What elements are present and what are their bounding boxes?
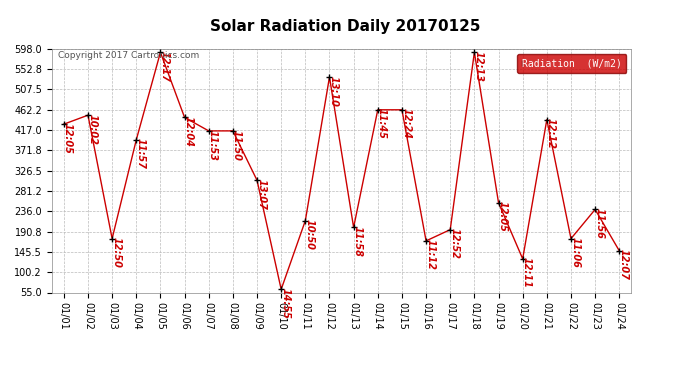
Text: 11:06: 11:06 bbox=[570, 237, 580, 268]
Text: Solar Radiation Daily 20170125: Solar Radiation Daily 20170125 bbox=[210, 19, 480, 34]
Text: 12:05: 12:05 bbox=[497, 201, 508, 232]
Text: 10:50: 10:50 bbox=[304, 219, 315, 250]
Text: 12:12: 12:12 bbox=[546, 118, 556, 149]
Text: 12:17: 12:17 bbox=[159, 51, 170, 82]
Text: 12:11: 12:11 bbox=[522, 258, 532, 288]
Text: 11:56: 11:56 bbox=[594, 208, 604, 239]
Text: 12:05: 12:05 bbox=[63, 123, 73, 154]
Text: 11:12: 11:12 bbox=[425, 240, 435, 270]
Text: 13:10: 13:10 bbox=[328, 76, 339, 106]
Text: Copyright 2017 Cartronics.com: Copyright 2017 Cartronics.com bbox=[57, 51, 199, 60]
Text: 11:53: 11:53 bbox=[208, 129, 218, 160]
Text: 11:58: 11:58 bbox=[353, 226, 363, 257]
Text: 12:24: 12:24 bbox=[401, 108, 411, 139]
Text: 12:04: 12:04 bbox=[184, 116, 194, 147]
Text: 10:02: 10:02 bbox=[87, 114, 97, 145]
Text: 12:13: 12:13 bbox=[473, 51, 484, 82]
Text: 13:07: 13:07 bbox=[256, 179, 266, 210]
Legend: Radiation  (W/m2): Radiation (W/m2) bbox=[517, 54, 627, 74]
Text: 12:07: 12:07 bbox=[618, 249, 629, 280]
Text: 12:52: 12:52 bbox=[449, 228, 460, 259]
Text: 11:57: 11:57 bbox=[135, 138, 146, 170]
Text: 11:50: 11:50 bbox=[232, 129, 242, 160]
Text: 11:45: 11:45 bbox=[377, 108, 387, 139]
Text: 14:55: 14:55 bbox=[280, 288, 290, 319]
Text: 12:50: 12:50 bbox=[111, 237, 121, 268]
